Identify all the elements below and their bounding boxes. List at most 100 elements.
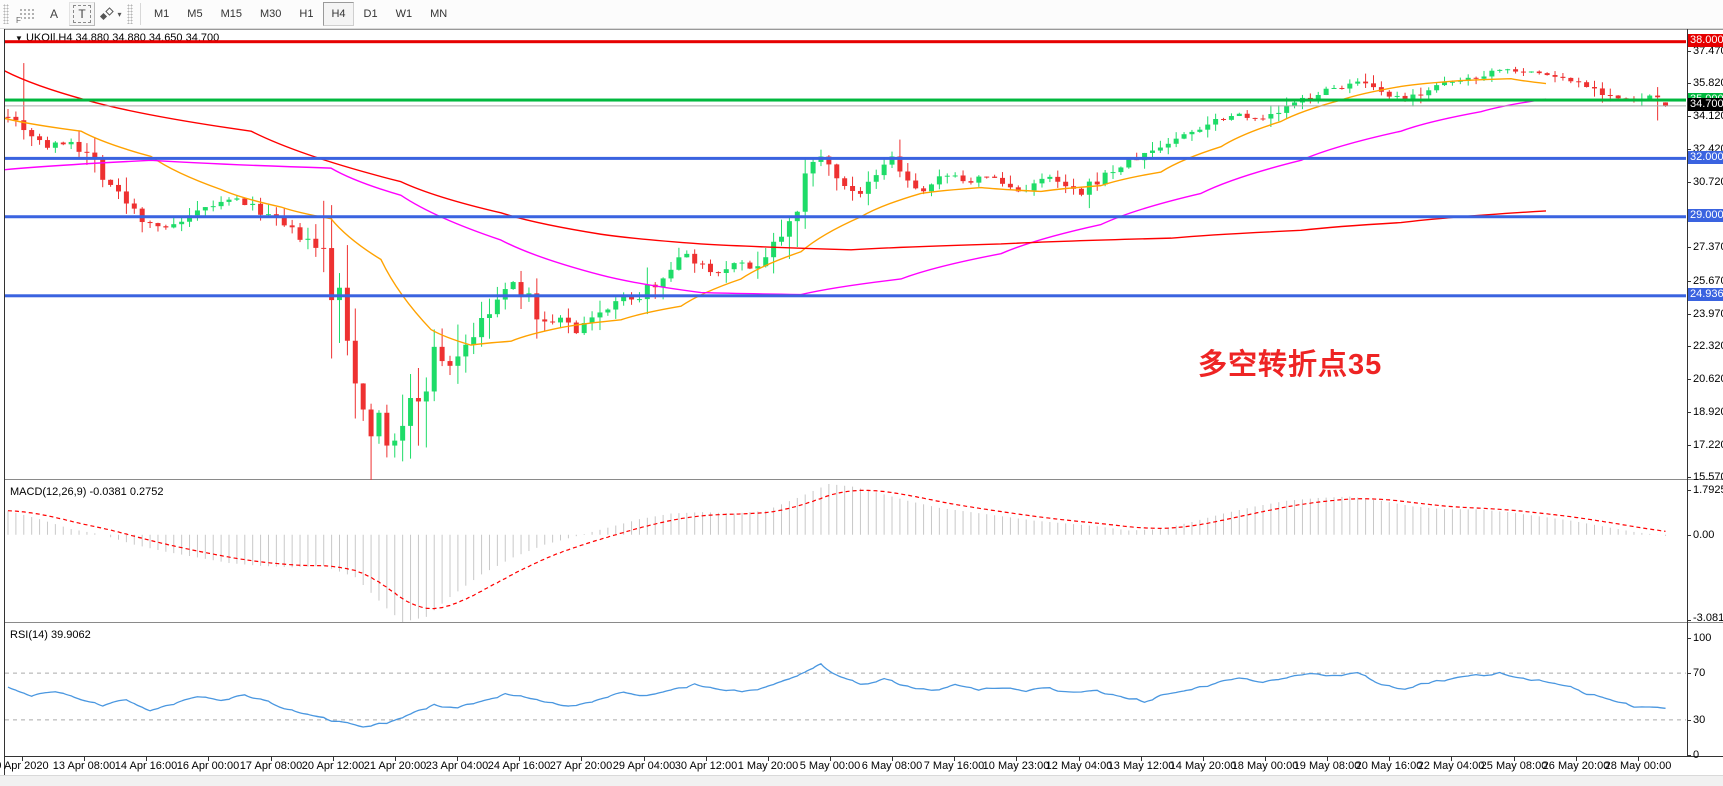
time-label: 30 Apr 12:00	[674, 760, 738, 772]
hline-32.000[interactable]	[5, 156, 1686, 160]
price-badge-24.936: 24.936	[1688, 288, 1723, 301]
time-label: 17 Apr 08:00	[239, 760, 303, 772]
price-axis-line	[1687, 29, 1688, 756]
axis-tick	[1687, 445, 1691, 446]
price-tick-34.120: 34.120	[1693, 110, 1723, 122]
timeframe-button-m15[interactable]: M15	[220, 8, 242, 20]
hline-38.000[interactable]	[5, 40, 1686, 44]
price-tick-37.470: 37.470	[1693, 45, 1723, 57]
time-tick	[1638, 757, 1639, 761]
rsi-scale-0: 0	[1693, 749, 1700, 761]
rsi-canvas[interactable]	[5, 627, 1686, 756]
toolbar-grip[interactable]	[3, 4, 9, 24]
macd-scale-min: -3.0818	[1693, 612, 1723, 624]
time-label: 19 May 08:00	[1293, 760, 1361, 772]
time-label: 9 Apr 2020	[0, 760, 49, 772]
timeframe-button-m1[interactable]: M1	[154, 8, 170, 20]
macd-canvas[interactable]	[5, 484, 1686, 622]
text-tool[interactable]: T	[69, 2, 95, 26]
timeframe-button-h4[interactable]: H4	[323, 2, 354, 26]
time-axis[interactable]: 9 Apr 2020 13 Apr 08:00 14 Apr 16:00 16 Apr…	[0, 756, 1723, 776]
axis-tick	[1687, 314, 1691, 315]
macd-scale-max: 1.7925	[1693, 484, 1723, 496]
timeframe-button-w1[interactable]: W1	[395, 8, 413, 20]
time-label: 10 May 23:00	[982, 760, 1050, 772]
macd-pane[interactable]: MACD(12,26,9) -0.0381 0.2752	[5, 484, 1723, 622]
axis-tick	[1687, 51, 1691, 52]
timeframe-button-d1[interactable]: D1	[363, 8, 378, 20]
time-label: 13 May 12:00	[1107, 760, 1175, 772]
axis-tick	[1687, 490, 1691, 491]
rsi-pane[interactable]: RSI(14) 39.9062	[5, 627, 1723, 756]
axis-tick	[1687, 720, 1691, 721]
rsi-label: RSI(14) 39.9062	[10, 629, 91, 641]
time-tick	[892, 757, 893, 761]
timeframe-button-h1[interactable]: H1	[299, 8, 314, 20]
toolbar: F A T ▾ M1 M5 M15 M30 H1 H4 D1 W1 MN	[0, 0, 1723, 29]
time-label: 14 Apr 16:00	[114, 760, 178, 772]
time-tick	[1389, 757, 1390, 761]
axis-tick	[1687, 149, 1691, 150]
ma-slow-red	[5, 70, 1547, 251]
axis-tick	[1687, 412, 1691, 413]
time-label: 26 May 20:00	[1542, 760, 1610, 772]
time-tick	[1016, 757, 1017, 761]
graphic-objects-tool[interactable]: F	[13, 2, 39, 26]
rsi-scale-30: 30	[1693, 714, 1706, 726]
price-tick-20.620: 20.620	[1693, 373, 1723, 385]
rsi-line	[7, 662, 1666, 728]
time-tick	[271, 757, 272, 761]
time-tick	[1079, 757, 1080, 761]
axis-tick	[1687, 638, 1691, 639]
time-tick	[830, 757, 831, 761]
text-label-tool[interactable]: A	[49, 7, 58, 21]
ma-mid-magenta	[5, 98, 1547, 296]
hline-29.000[interactable]	[5, 215, 1686, 219]
axis-tick	[1687, 755, 1691, 756]
time-label: 1 May 20:00	[737, 760, 799, 772]
time-label: 24 Apr 16:00	[487, 760, 551, 772]
time-label: 14 May 20:00	[1169, 760, 1237, 772]
axis-tick	[1687, 477, 1691, 478]
time-tick	[519, 757, 520, 761]
price-tick-15.570: 15.570	[1693, 471, 1723, 483]
annotation-text[interactable]: 多空转折点35	[1198, 349, 1383, 381]
time-label: 16 Apr 00:00	[176, 760, 240, 772]
axis-tick	[1687, 673, 1691, 674]
price-badge-32.000: 32.000	[1688, 151, 1723, 164]
timeframe-button-m30[interactable]: M30	[259, 8, 282, 20]
time-tick	[644, 757, 645, 761]
axis-tick	[1687, 379, 1691, 380]
price-tick-27.370: 27.370	[1693, 241, 1723, 253]
time-label: 20 Apr 12:00	[301, 760, 365, 772]
main-chart-canvas[interactable]	[5, 30, 1686, 480]
time-label: 23 Apr 04:00	[425, 760, 489, 772]
time-tick	[1141, 757, 1142, 761]
toolbar-grip-2[interactable]	[127, 4, 133, 24]
time-label: 21 Apr 20:00	[363, 760, 427, 772]
status-bar	[0, 775, 1723, 786]
hline-35.000[interactable]	[5, 98, 1686, 102]
time-tick	[768, 757, 769, 761]
time-tick	[22, 757, 23, 761]
price-badge-38.000: 38.000	[1688, 34, 1723, 47]
time-label: 12 May 04:00	[1045, 760, 1113, 772]
cycle-lines-tool[interactable]: ▾	[97, 2, 123, 26]
time-tick	[208, 757, 209, 761]
time-tick	[954, 757, 955, 761]
macd-signal-line	[7, 489, 1666, 610]
time-tick	[706, 757, 707, 761]
price-tick-23.970: 23.970	[1693, 308, 1723, 320]
main-chart-pane[interactable]: ▼ UKOIl,H4 34.880 34.880 34.650 34.700 多…	[5, 29, 1723, 480]
hline-24.936[interactable]	[5, 294, 1686, 298]
timeframe-button-mn[interactable]: MN	[430, 8, 448, 20]
price-badge-29.000: 29.000	[1688, 209, 1723, 222]
time-tick	[395, 757, 396, 761]
macd-scale-zero: 0.00	[1693, 529, 1715, 541]
current-price-badge: 34.700	[1688, 98, 1723, 111]
timeframe-button-m5[interactable]: M5	[187, 8, 203, 20]
dropdown-caret-icon: ▾	[117, 9, 122, 19]
time-tick	[1265, 757, 1266, 761]
collapse-triangle-icon: ▼	[15, 34, 23, 43]
price-tick-25.670: 25.670	[1693, 275, 1723, 287]
